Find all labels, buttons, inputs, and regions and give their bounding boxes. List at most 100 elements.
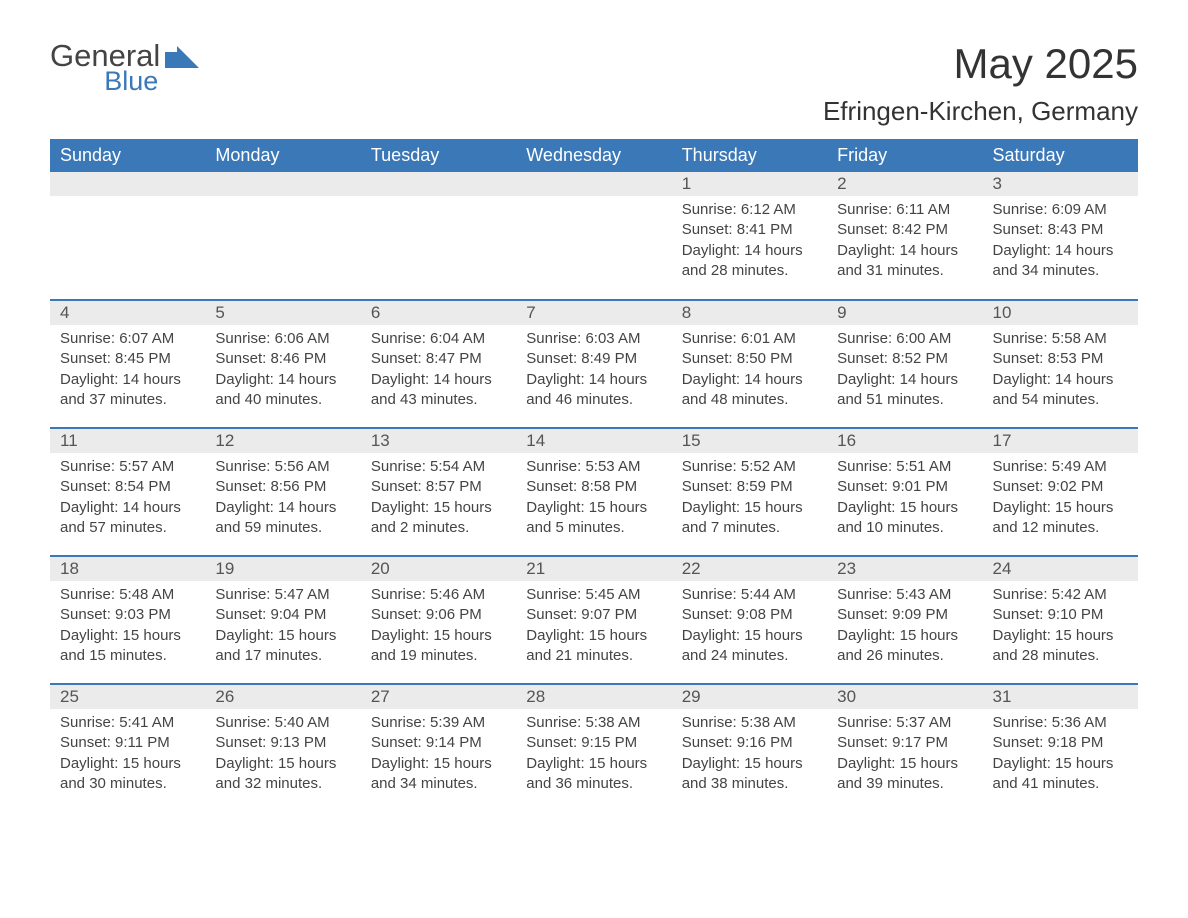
day-number: 13 [361,429,516,453]
day-line-ss: Sunset: 8:59 PM [682,477,817,497]
day-line-ss: Sunset: 9:18 PM [993,733,1128,753]
day-line-d1: Daylight: 15 hours [526,498,661,518]
calendar-week: 25Sunrise: 5:41 AMSunset: 9:11 PMDayligh… [50,684,1138,812]
calendar-cell: 31Sunrise: 5:36 AMSunset: 9:18 PMDayligh… [983,684,1138,812]
day-line-d1: Daylight: 14 hours [837,370,972,390]
day-line-d2: and 21 minutes. [526,646,661,666]
calendar-body: 1Sunrise: 6:12 AMSunset: 8:41 PMDaylight… [50,172,1138,812]
month-title: May 2025 [823,40,1138,88]
day-line-d1: Daylight: 15 hours [526,626,661,646]
day-number: 2 [827,172,982,196]
day-line-d2: and 34 minutes. [993,261,1128,281]
day-body: Sunrise: 5:38 AMSunset: 9:15 PMDaylight:… [516,709,671,802]
calendar-cell: 27Sunrise: 5:39 AMSunset: 9:14 PMDayligh… [361,684,516,812]
calendar-week: 11Sunrise: 5:57 AMSunset: 8:54 PMDayligh… [50,428,1138,556]
day-number: 7 [516,301,671,325]
day-line-ss: Sunset: 9:11 PM [60,733,195,753]
day-line-d2: and 17 minutes. [215,646,350,666]
day-line-d2: and 38 minutes. [682,774,817,794]
day-line-ss: Sunset: 9:16 PM [682,733,817,753]
day-number-empty [205,172,360,196]
day-line-d2: and 57 minutes. [60,518,195,538]
day-number: 20 [361,557,516,581]
day-line-sr: Sunrise: 5:54 AM [371,457,506,477]
calendar-cell: 2Sunrise: 6:11 AMSunset: 8:42 PMDaylight… [827,172,982,300]
day-line-sr: Sunrise: 5:38 AM [526,713,661,733]
logo-text: General Blue [50,40,160,95]
day-line-ss: Sunset: 8:52 PM [837,349,972,369]
day-line-ss: Sunset: 8:43 PM [993,220,1128,240]
header: General Blue May 2025 Efringen-Kirchen, … [50,40,1138,127]
day-number: 15 [672,429,827,453]
day-number: 18 [50,557,205,581]
day-body-empty [205,196,360,276]
day-number-empty [516,172,671,196]
day-body: Sunrise: 5:43 AMSunset: 9:09 PMDaylight:… [827,581,982,674]
day-body: Sunrise: 5:58 AMSunset: 8:53 PMDaylight:… [983,325,1138,418]
day-line-ss: Sunset: 8:57 PM [371,477,506,497]
day-line-ss: Sunset: 9:07 PM [526,605,661,625]
calendar-cell: 15Sunrise: 5:52 AMSunset: 8:59 PMDayligh… [672,428,827,556]
logo: General Blue [50,40,199,95]
day-line-d2: and 5 minutes. [526,518,661,538]
day-line-sr: Sunrise: 6:03 AM [526,329,661,349]
day-line-d2: and 37 minutes. [60,390,195,410]
day-number: 25 [50,685,205,709]
day-number: 21 [516,557,671,581]
day-line-ss: Sunset: 9:08 PM [682,605,817,625]
day-line-sr: Sunrise: 5:53 AM [526,457,661,477]
day-line-d2: and 51 minutes. [837,390,972,410]
calendar-cell: 29Sunrise: 5:38 AMSunset: 9:16 PMDayligh… [672,684,827,812]
day-line-ss: Sunset: 8:47 PM [371,349,506,369]
day-body: Sunrise: 5:49 AMSunset: 9:02 PMDaylight:… [983,453,1138,546]
day-line-d2: and 32 minutes. [215,774,350,794]
day-line-d2: and 10 minutes. [837,518,972,538]
day-line-d1: Daylight: 15 hours [215,626,350,646]
calendar-cell: 14Sunrise: 5:53 AMSunset: 8:58 PMDayligh… [516,428,671,556]
day-line-d2: and 15 minutes. [60,646,195,666]
day-line-d1: Daylight: 15 hours [371,754,506,774]
day-number: 29 [672,685,827,709]
day-number: 12 [205,429,360,453]
day-line-d2: and 31 minutes. [837,261,972,281]
day-body-empty [50,196,205,276]
calendar-week: 18Sunrise: 5:48 AMSunset: 9:03 PMDayligh… [50,556,1138,684]
day-line-d1: Daylight: 15 hours [371,498,506,518]
day-number: 24 [983,557,1138,581]
day-line-d1: Daylight: 14 hours [526,370,661,390]
day-line-ss: Sunset: 9:04 PM [215,605,350,625]
day-line-ss: Sunset: 9:01 PM [837,477,972,497]
day-line-sr: Sunrise: 5:56 AM [215,457,350,477]
day-body: Sunrise: 5:46 AMSunset: 9:06 PMDaylight:… [361,581,516,674]
day-line-d1: Daylight: 15 hours [993,498,1128,518]
day-line-d1: Daylight: 15 hours [682,498,817,518]
calendar-cell [50,172,205,300]
day-line-d1: Daylight: 14 hours [215,498,350,518]
day-line-d1: Daylight: 15 hours [371,626,506,646]
weekday-header: Wednesday [516,139,671,172]
day-body: Sunrise: 5:37 AMSunset: 9:17 PMDaylight:… [827,709,982,802]
day-line-sr: Sunrise: 5:46 AM [371,585,506,605]
day-body: Sunrise: 6:07 AMSunset: 8:45 PMDaylight:… [50,325,205,418]
day-line-d1: Daylight: 14 hours [682,241,817,261]
day-line-d2: and 36 minutes. [526,774,661,794]
logo-blue: Blue [50,68,160,95]
day-line-d2: and 43 minutes. [371,390,506,410]
calendar-cell [205,172,360,300]
day-number: 30 [827,685,982,709]
day-line-ss: Sunset: 8:49 PM [526,349,661,369]
day-line-sr: Sunrise: 6:07 AM [60,329,195,349]
day-number-empty [361,172,516,196]
logo-flag-icon [165,46,199,73]
calendar-table: Sunday Monday Tuesday Wednesday Thursday… [50,139,1138,812]
day-number: 26 [205,685,360,709]
weekday-header: Friday [827,139,982,172]
day-line-sr: Sunrise: 5:45 AM [526,585,661,605]
day-body: Sunrise: 6:06 AMSunset: 8:46 PMDaylight:… [205,325,360,418]
day-line-d1: Daylight: 14 hours [60,370,195,390]
day-number: 28 [516,685,671,709]
day-line-sr: Sunrise: 6:09 AM [993,200,1128,220]
day-line-d1: Daylight: 15 hours [837,754,972,774]
day-line-ss: Sunset: 9:15 PM [526,733,661,753]
day-number: 17 [983,429,1138,453]
